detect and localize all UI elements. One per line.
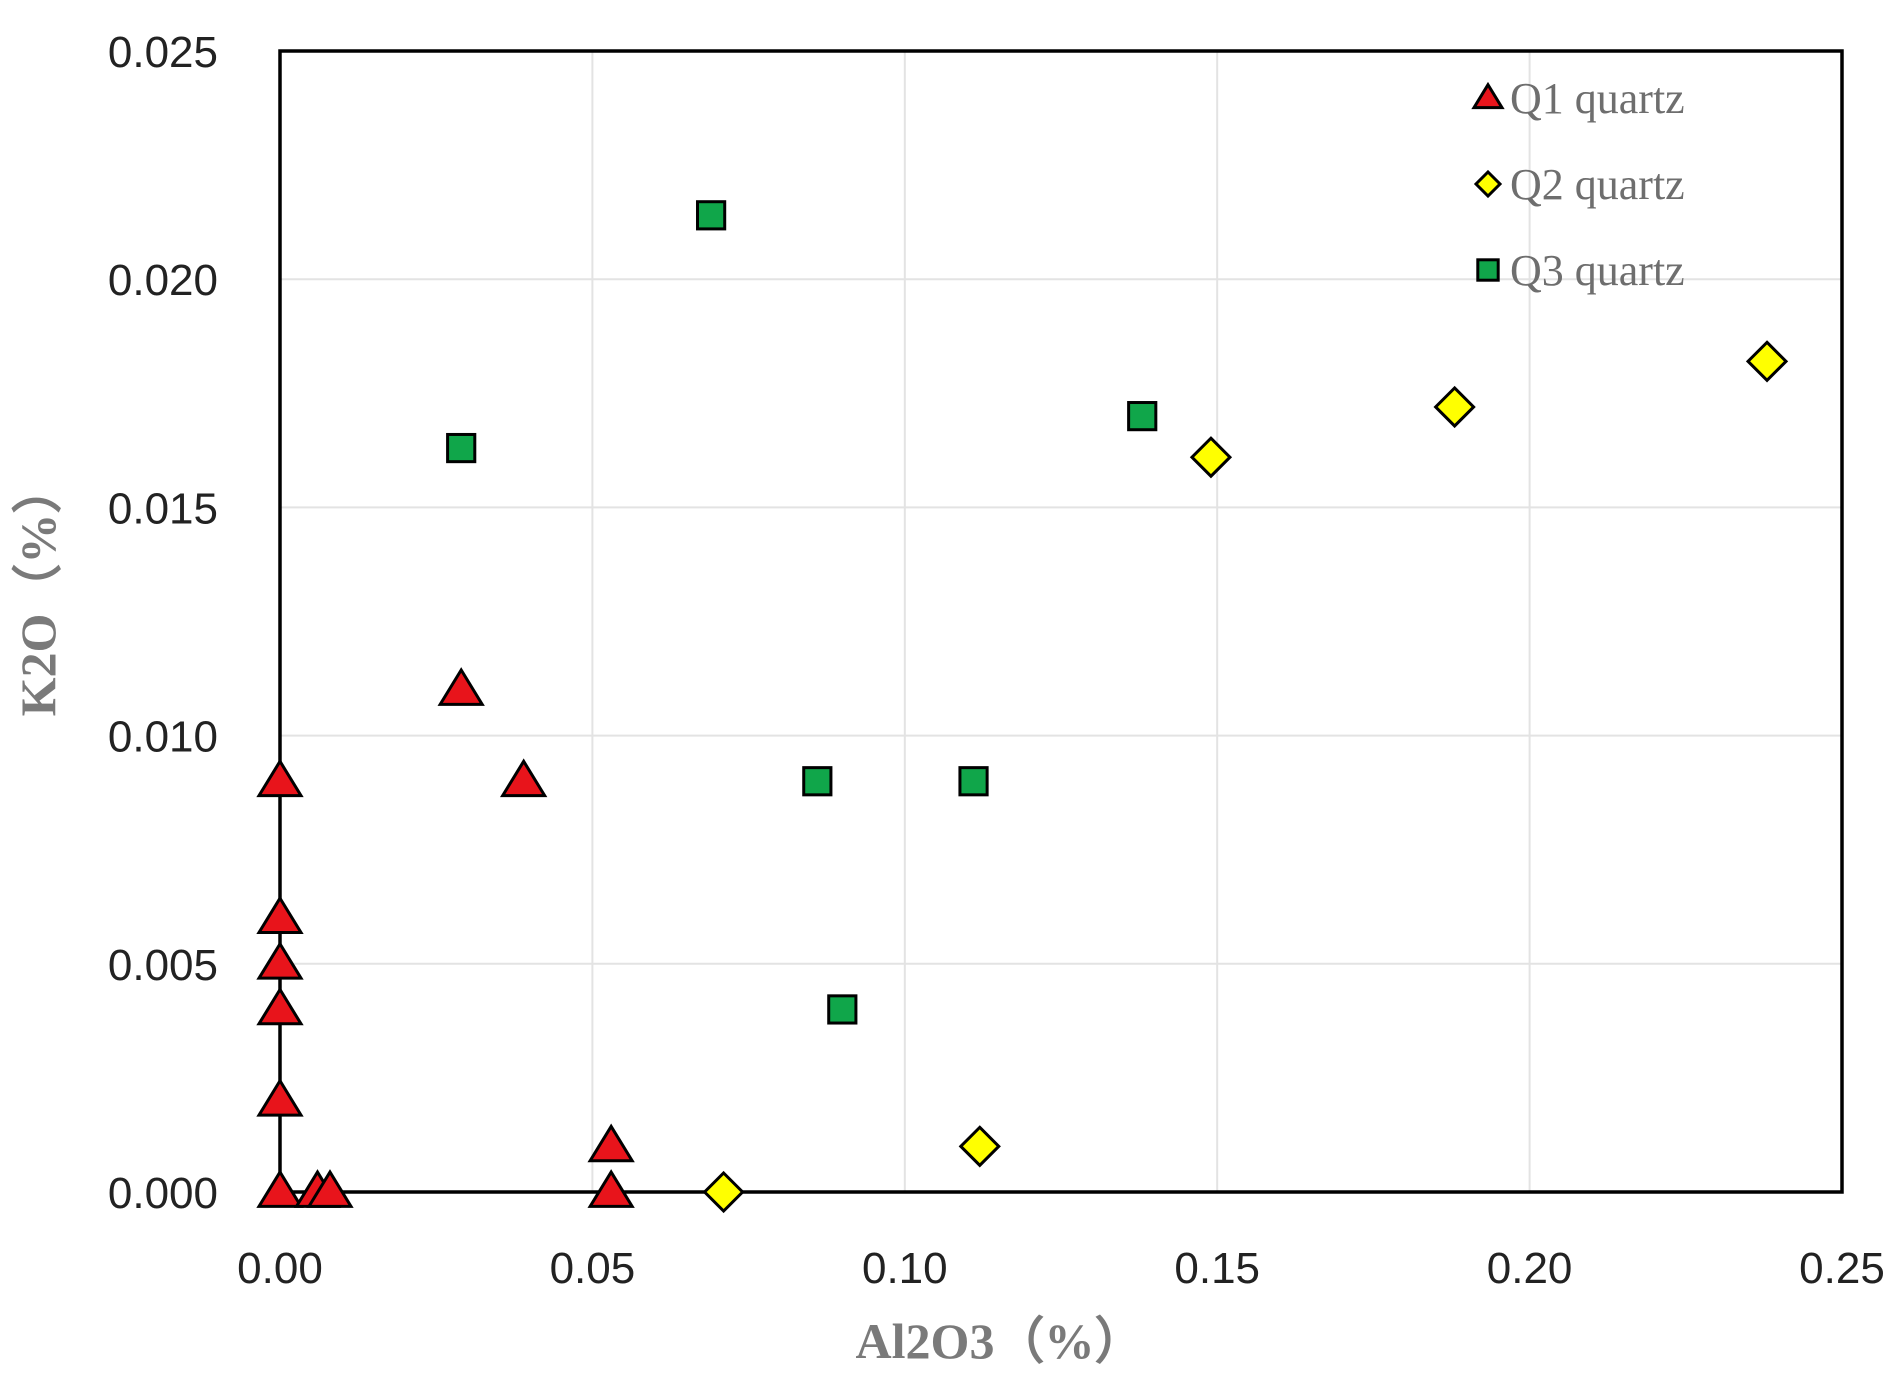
data-point <box>696 200 727 231</box>
data-point <box>958 766 989 797</box>
data-point <box>1189 436 1233 479</box>
y-tick-label: 0.005 <box>108 941 218 990</box>
y-tick-label: 0.000 <box>108 1169 218 1218</box>
x-tick-label: 0.15 <box>1174 1244 1260 1293</box>
legend-item: Q3 quartz <box>1476 246 1685 295</box>
legend-label: Q3 quartz <box>1510 246 1685 295</box>
data-point <box>587 1169 635 1208</box>
data-point <box>446 432 477 464</box>
y-axis-title: K2O（%） <box>10 464 66 717</box>
data-point <box>1745 340 1789 383</box>
x-tick-label: 0.20 <box>1487 1244 1573 1293</box>
data-point <box>499 758 548 798</box>
data-point <box>256 1077 304 1117</box>
legend-marker <box>1473 169 1503 199</box>
x-tick-label: 0.25 <box>1799 1244 1885 1293</box>
y-tick-label: 0.015 <box>108 484 218 533</box>
y-tick-label: 0.025 <box>108 28 218 77</box>
data-point <box>256 1169 304 1208</box>
data-point <box>256 758 304 798</box>
legend-item: Q2 quartz <box>1473 160 1685 209</box>
data-point <box>306 1169 354 1208</box>
x-axis-title: Al2O3（%） <box>856 1313 1145 1369</box>
legend: Q1 quartz Q2 quartz Q3 quartz <box>1471 74 1685 295</box>
x-tick-label: 0.10 <box>862 1244 948 1293</box>
legend-label: Q2 quartz <box>1510 160 1685 209</box>
x-tick-label: 0.00 <box>237 1244 323 1293</box>
data-point <box>437 667 485 706</box>
legend-marker <box>1476 258 1500 282</box>
series-triangle <box>256 667 635 1208</box>
series-square <box>446 200 1158 1025</box>
plot-frame <box>278 49 1844 1194</box>
data-point <box>256 895 304 935</box>
legend-marker <box>1471 81 1505 110</box>
data-point <box>587 1123 635 1163</box>
y-tick-label: 0.020 <box>108 256 218 305</box>
x-tick-label: 0.05 <box>550 1244 636 1293</box>
legend-label: Q1 quartz <box>1510 74 1685 123</box>
data-point <box>827 994 858 1025</box>
y-axis-ticks: 0.000 0.005 0.010 0.015 0.020 0.025 <box>108 28 218 1218</box>
data-point <box>702 1170 745 1214</box>
x-axis-ticks: 0.00 0.05 0.10 0.15 0.20 0.25 <box>237 1244 1885 1293</box>
legend-item: Q1 quartz <box>1471 74 1685 123</box>
data-point <box>256 986 304 1026</box>
series-diamond <box>702 340 1789 1214</box>
data-point <box>256 940 304 980</box>
data-point <box>1127 401 1158 432</box>
data-point <box>958 1125 1001 1168</box>
data-point <box>1433 385 1476 429</box>
gridlines <box>280 51 1842 1192</box>
data-points <box>256 200 1789 1214</box>
data-point <box>802 766 833 797</box>
y-tick-label: 0.010 <box>108 713 218 762</box>
